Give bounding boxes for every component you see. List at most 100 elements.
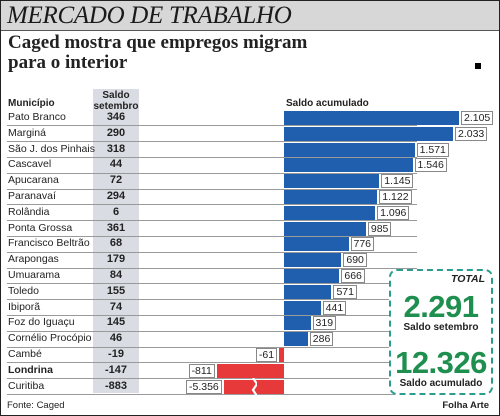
- column-header-saldo-acumulado: Saldo acumulado: [286, 98, 369, 109]
- saldo-acumulado-label-francisco-beltrao: 776: [350, 237, 375, 252]
- row-divider: [7, 125, 417, 127]
- saldo-setembro-value-cornelio-procopio: 46: [109, 332, 123, 345]
- bar-cornelio-procopio: [284, 332, 308, 347]
- total-box: TOTAL 2.291 Saldo setembro 12.326 Saldo …: [389, 269, 493, 395]
- total-label: TOTAL: [450, 273, 485, 285]
- row-divider: [7, 362, 417, 364]
- saldo-setembro-value-curitiba: -883: [104, 379, 128, 392]
- axis-break-curitiba: [251, 377, 257, 396]
- bar-ibipora: [284, 300, 321, 315]
- row-divider: [7, 393, 417, 395]
- bar-apucarana: [284, 174, 380, 189]
- bar-rolandia: [284, 205, 376, 220]
- city-label-ponta-grossa: Ponta Grossa: [8, 221, 73, 234]
- row-divider: [7, 299, 417, 301]
- city-label-umuarama: Umuarama: [8, 269, 60, 281]
- bar-cascavel: [284, 158, 413, 173]
- row-divider: [7, 235, 417, 237]
- saldo-acumulado-label-sao-j-dos-pinhais: 1.571: [416, 142, 449, 157]
- saldo-setembro-value-margina: 290: [106, 126, 126, 139]
- bar-francisco-beltrao: [284, 237, 349, 252]
- city-label-arapongas: Arapongas: [8, 253, 59, 266]
- saldo-acumulado-label-cascavel: 1.546: [414, 158, 447, 173]
- column-header-saldo-setembro: Saldo setembro: [93, 90, 139, 112]
- saldo-setembro-value-pato-branco: 346: [106, 111, 126, 123]
- saldo-setembro-value-arapongas: 179: [106, 253, 126, 266]
- bar-cambe: [278, 348, 284, 362]
- section-title: MERCADO DE TRABALHO: [7, 2, 292, 29]
- bar-pato-branco: [284, 111, 459, 125]
- city-label-toledo: Toledo: [8, 284, 39, 297]
- bar-toledo: [284, 284, 332, 299]
- saldo-setembro-column-background: [93, 89, 139, 393]
- city-label-londrina: Londrina: [8, 363, 53, 376]
- credit-note: Folha Arte: [442, 400, 489, 411]
- city-label-cascavel: Cascavel: [8, 158, 52, 171]
- source-note: Fonte: Caged: [7, 400, 65, 411]
- row-divider: [7, 156, 417, 158]
- saldo-acumulado-label-pato-branco: 2.105: [461, 111, 494, 125]
- column-header-municipio: Município: [8, 98, 55, 109]
- saldo-setembro-value-paranavai: 294: [106, 190, 126, 202]
- city-label-apucarana: Apucarana: [8, 174, 59, 187]
- saldo-acumulado-label-curitiba: -5.356: [186, 379, 222, 394]
- saldo-acumulado-label-rolandia: 1.096: [377, 205, 410, 220]
- saldo-setembro-value-cambe: -19: [108, 348, 124, 360]
- row-divider: [7, 378, 417, 380]
- saldo-acumulado-label-toledo: 571: [333, 284, 357, 299]
- row-divider: [7, 188, 417, 190]
- row-divider: [7, 314, 417, 316]
- bar-londrina: [216, 363, 284, 378]
- city-label-foz-do-iguacu: Foz do Iguaçu: [8, 316, 75, 329]
- bar-paranavai: [284, 190, 378, 204]
- saldo-setembro-value-apucarana: 72: [109, 174, 123, 187]
- bar-sao-j-dos-pinhais: [284, 142, 415, 157]
- saldo-acumulado-label-ponta-grossa: 985: [367, 221, 392, 236]
- row-divider: [7, 283, 417, 285]
- city-label-rolandia: Rolândia: [8, 205, 50, 218]
- row-divider: [7, 267, 417, 269]
- header-band: MERCADO DE TRABALHO: [1, 1, 499, 31]
- saldo-setembro-value-umuarama: 84: [109, 269, 123, 281]
- city-label-cambe: Cambé: [8, 348, 42, 360]
- saldo-setembro-value-sao-j-dos-pinhais: 318: [106, 142, 126, 155]
- row-divider: [7, 204, 417, 206]
- city-label-cornelio-procopio: Cornélio Procópio: [8, 332, 92, 345]
- total-saldo-acumulado-value: 12.326: [395, 345, 487, 380]
- saldo-setembro-value-toledo: 155: [106, 284, 126, 297]
- bar-margina: [284, 126, 453, 141]
- saldo-acumulado-label-foz-do-iguacu: 319: [312, 316, 337, 331]
- saldo-acumulado-label-umuarama: 666: [341, 269, 365, 283]
- row-divider: [7, 346, 417, 348]
- bar-arapongas: [284, 253, 342, 268]
- saldo-acumulado-label-arapongas: 690: [343, 253, 367, 268]
- saldo-acumulado-label-apucarana: 1.145: [381, 174, 414, 189]
- saldo-setembro-value-rolandia: 6: [112, 205, 120, 218]
- saldo-setembro-value-ibipora: 74: [109, 300, 123, 313]
- saldo-acumulado-label-londrina: -811: [188, 363, 215, 378]
- row-divider: [7, 330, 417, 332]
- row-divider: [7, 172, 417, 174]
- row-divider: [7, 251, 417, 253]
- saldo-acumulado-label-paranavai: 1.122: [379, 190, 412, 204]
- saldo-setembro-value-foz-do-iguacu: 145: [106, 316, 126, 329]
- row-divider: [7, 141, 417, 143]
- city-label-paranavai: Paranavaí: [8, 190, 56, 202]
- saldo-acumulado-label-margina: 2.033: [455, 126, 488, 141]
- total-saldo-acumulado-label: Saldo acumulado: [399, 378, 483, 389]
- saldo-setembro-value-londrina: -147: [104, 363, 128, 376]
- bar-ponta-grossa: [284, 221, 366, 236]
- bullet-square: [475, 63, 481, 69]
- row-divider: [7, 220, 417, 222]
- total-saldo-setembro-label: Saldo setembro: [403, 322, 479, 333]
- city-label-curitiba: Curitiba: [8, 379, 45, 392]
- saldo-setembro-value-cascavel: 44: [109, 158, 123, 171]
- city-label-francisco-beltrao: Francisco Beltrão: [8, 237, 90, 250]
- city-label-margina: Marginá: [8, 126, 46, 139]
- saldo-setembro-value-francisco-beltrao: 68: [109, 237, 123, 250]
- saldo-setembro-value-ponta-grossa: 361: [106, 221, 126, 234]
- city-label-ibipora: Ibiporã: [8, 300, 41, 313]
- total-saldo-setembro-value: 2.291: [403, 289, 479, 324]
- bar-umuarama: [284, 269, 340, 283]
